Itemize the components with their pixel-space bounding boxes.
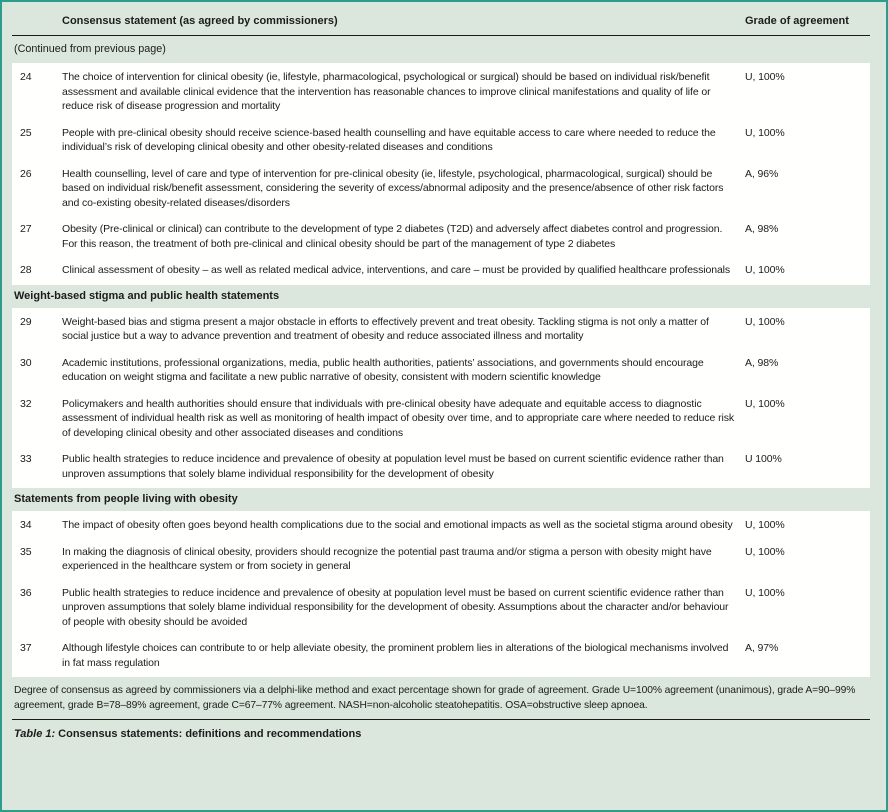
grade-value: U, 100% [745, 315, 785, 328]
grade-value: U, 100% [745, 71, 785, 83]
grade-value: A, 96% [745, 167, 779, 180]
statement-number: 26 [20, 167, 32, 180]
statement-text: Public health strategies to reduce incid… [62, 586, 729, 628]
statement-text: Academic institutions, professional orga… [62, 356, 704, 384]
table-caption: Table 1: Consensus statements: definition… [12, 720, 870, 741]
statement-number: 24 [20, 71, 32, 83]
statement-text: Clinical assessment of obesity – as well… [62, 264, 731, 276]
statement-number: 34 [20, 519, 32, 531]
statement-text: In making the diagnosis of clinical obes… [62, 545, 712, 573]
statement-number: 30 [20, 356, 32, 369]
table-header-row: Consensus statement (as agreed by commis… [12, 10, 870, 35]
table-row: 36 Public health strategies to reduce in… [12, 586, 870, 630]
grade-value: U, 100% [745, 264, 785, 276]
grade-value: U 100% [745, 453, 782, 465]
statement-text: Obesity (Pre-clinical or clinical) can c… [62, 223, 723, 250]
table-row: 25 People with pre-clinical obesity shou… [12, 126, 870, 155]
rows-block: 34 The impact of obesity often goes beyo… [12, 511, 870, 677]
statement-text: Health counselling, level of care and ty… [62, 167, 724, 209]
statement-text: Policymakers and health authorities shou… [62, 397, 735, 439]
header-divider-rule [12, 35, 870, 36]
table-row: 33 Public health strategies to reduce in… [12, 452, 870, 481]
table-row: 34 The impact of obesity often goes beyo… [12, 518, 870, 533]
grade-value: U, 100% [745, 545, 785, 558]
table-row: 30 Academic institutions, professional o… [12, 356, 870, 385]
statement-number: 25 [20, 126, 32, 139]
statement-number: 27 [20, 223, 32, 235]
table-footnote: Degree of consensus as agreed by commiss… [14, 685, 856, 711]
grade-value: U, 100% [745, 397, 785, 410]
statement-number: 33 [20, 453, 32, 465]
statement-text: People with pre-clinical obesity should … [62, 126, 716, 154]
table-row: 27 Obesity (Pre-clinical or clinical) ca… [12, 222, 870, 251]
table-caption-text: Consensus statements: definitions and re… [58, 728, 362, 740]
rows-block: 29 Weight-based bias and stigma present … [12, 307, 870, 488]
table-row: 26 Health counselling, level of care and… [12, 167, 870, 211]
statement-number: 32 [20, 397, 32, 410]
header-grade-label: Grade of agreement [745, 15, 849, 27]
table-row: 28 Clinical assessment of obesity – as w… [12, 263, 870, 278]
grade-value: U, 100% [745, 519, 785, 531]
grade-value: U, 100% [745, 586, 785, 599]
grade-value: A, 98% [745, 223, 779, 235]
statement-number: 37 [20, 642, 32, 654]
grade-value: A, 97% [745, 642, 779, 654]
statement-number: 35 [20, 545, 32, 558]
statement-number: 36 [20, 586, 32, 599]
section-header: Statements from people living with obesi… [14, 493, 238, 505]
table-row: 24 The choice of intervention for clinic… [12, 70, 870, 114]
table-row: 29 Weight-based bias and stigma present … [12, 315, 870, 344]
table-caption-label: Table 1: [14, 728, 56, 740]
table-row: 37 Although lifestyle choices can contri… [12, 641, 870, 670]
statement-text: Although lifestyle choices can contribut… [62, 642, 729, 669]
table-row: 32 Policymakers and health authorities s… [12, 397, 870, 441]
header-spacer [12, 15, 62, 28]
table-row: 35 In making the diagnosis of clinical o… [12, 545, 870, 574]
caption-divider-rule [12, 719, 870, 720]
continued-note: (Continued from previous page) [14, 43, 166, 55]
statement-text: The choice of intervention for clinical … [62, 71, 711, 112]
statement-text: The impact of obesity often goes beyond … [62, 519, 733, 531]
header-statement-label: Consensus statement (as agreed by commis… [62, 15, 338, 27]
rows-block: 24 The choice of intervention for clinic… [12, 63, 870, 285]
statement-text: Public health strategies to reduce incid… [62, 453, 724, 480]
section-header: Weight-based stigma and public health st… [14, 289, 280, 302]
statement-number: 28 [20, 264, 32, 276]
table-body: 24 The choice of intervention for clinic… [12, 63, 870, 677]
grade-value: A, 98% [745, 356, 779, 369]
statement-text: Weight-based bias and stigma present a m… [62, 315, 709, 343]
statement-number: 29 [20, 315, 32, 328]
grade-value: U, 100% [745, 126, 785, 139]
